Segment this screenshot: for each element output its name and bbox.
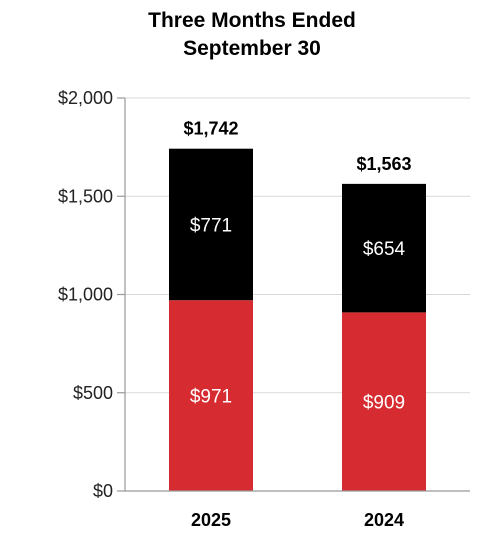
bar-segment — [342, 312, 426, 491]
y-tick-label: $1,000 — [58, 285, 113, 305]
axes — [117, 97, 470, 492]
bar-segment — [169, 148, 253, 301]
total-value-label: $1,742 — [183, 119, 238, 139]
y-tick-label: $1,500 — [58, 186, 113, 206]
bars — [169, 148, 426, 491]
chart-title-line-1: Three Months Ended — [148, 9, 356, 32]
y-tick-label: $0 — [93, 481, 113, 501]
segment-value-label: $909 — [363, 393, 405, 414]
labels: $0 $500 $1,000 $1,500 $2,000 $971 $771 $1,742 20… — [58, 88, 412, 530]
y-tick-label: $2,000 — [58, 88, 113, 108]
total-value-label: $1,563 — [356, 154, 411, 174]
y-tick-label: $500 — [73, 383, 113, 403]
segment-value-label: $771 — [190, 215, 232, 236]
segment-value-label: $654 — [363, 239, 406, 260]
segment-value-label: $971 — [190, 387, 232, 408]
chart-title-line-2: September 30 — [183, 37, 321, 60]
x-tick-label: 2024 — [364, 510, 404, 530]
bar-segment — [342, 183, 426, 313]
bar-segment — [169, 300, 253, 491]
x-tick-label: 2025 — [191, 510, 231, 530]
